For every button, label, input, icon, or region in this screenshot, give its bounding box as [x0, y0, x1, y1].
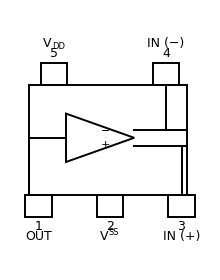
Text: 2: 2 [106, 220, 114, 233]
Text: OUT: OUT [25, 230, 52, 242]
Text: SS: SS [109, 228, 119, 237]
Bar [25, 195, 52, 217]
Text: IN (+): IN (+) [163, 230, 200, 242]
Text: IN (−): IN (−) [147, 37, 185, 50]
Bar [41, 63, 67, 85]
Bar [97, 195, 123, 217]
Text: 3: 3 [178, 220, 185, 233]
Text: 5: 5 [50, 47, 58, 60]
Text: DD: DD [52, 42, 65, 51]
Polygon shape [66, 114, 134, 162]
Text: V: V [100, 230, 108, 242]
Bar [168, 195, 195, 217]
Bar [29, 85, 187, 195]
Text: 1: 1 [35, 220, 42, 233]
Text: −: − [101, 125, 110, 136]
Text: +: + [101, 139, 110, 150]
Bar [153, 63, 179, 85]
Text: 4: 4 [162, 47, 170, 60]
Text: V: V [43, 37, 51, 50]
